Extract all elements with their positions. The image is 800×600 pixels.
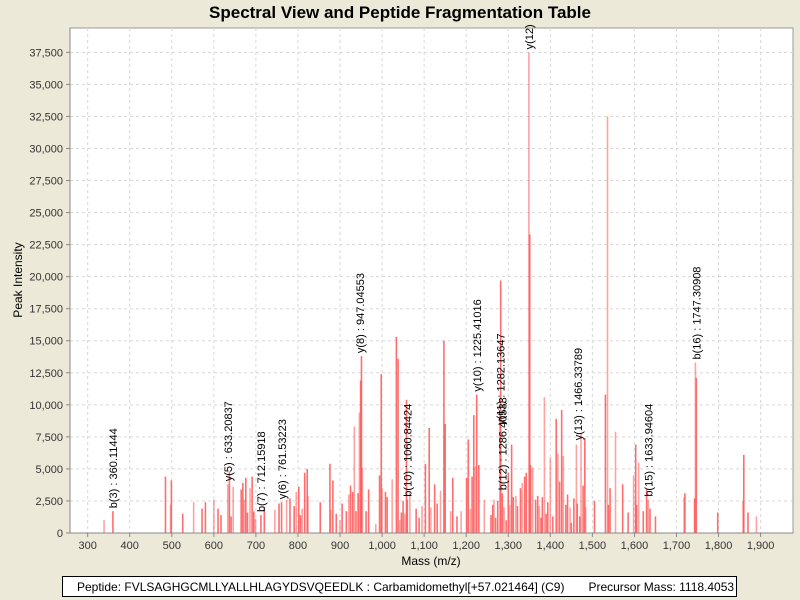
y-tick-label: 7,500 [35, 432, 63, 444]
y-tick-label: 35,000 [29, 79, 63, 91]
y-tick-label: 37,500 [29, 47, 63, 59]
x-axis-label: Mass (m/z) [401, 554, 460, 568]
plot-area [69, 27, 794, 534]
peak-annotation-label: y(11) : 1282.13647 [496, 333, 508, 425]
x-tick-label: 1,400 [537, 540, 565, 552]
y-tick-label: 20,000 [29, 272, 63, 284]
peak-bars [103, 52, 758, 533]
y-tick-label: 25,000 [29, 208, 63, 220]
peak-annotation-label: b(15) : 1633.94604 [644, 404, 656, 497]
peak-annotation-label: b(7) : 712.15918 [256, 431, 268, 512]
x-tick-label: 1,000 [368, 540, 396, 552]
grid-lines [70, 28, 793, 533]
x-tick-label: 1,900 [747, 540, 775, 552]
y-tick-label: 22,500 [29, 240, 63, 252]
peak-annotation-label: y(5) : 633.20837 [223, 401, 235, 481]
x-tick-label: 700 [247, 540, 265, 552]
precursor-mass-text: Precursor Mass: 1118.4053 [588, 579, 735, 594]
y-tick-label: 5,000 [35, 464, 63, 476]
x-tick-label: 400 [121, 540, 139, 552]
chart-title: Spectral View and Peptide Fragmentation … [209, 3, 591, 22]
spectrum-chart: b(3) : 360.11444 y(5) : 633.20837 b(7) : 7… [11, 24, 794, 568]
x-tick-label: 1,800 [705, 540, 733, 552]
peptide-info-box: Peptide: FVLSAGHGCMLLYALLHLAGYDSVQEEDLK … [62, 576, 737, 597]
peak-annotation-label: b(10) : 1060.84424 [403, 404, 415, 497]
peak-annotation-label: b(16) : 1747.30908 [691, 267, 703, 360]
peak-annotation-label: y(12) [524, 24, 536, 49]
y-tick-label: 30,000 [29, 143, 63, 155]
y-tick-label: 0 [57, 528, 63, 540]
y-tick-label: 15,000 [29, 336, 63, 348]
peak-annotation-label: y(8) : 947.04553 [355, 273, 367, 353]
x-axis-ticks: 300 400 500 600 700 800 900 1,000 1,100 1,200 1,30… [78, 533, 774, 552]
peak-annotation-label: b(12) : 1286.40533 [498, 397, 510, 490]
y-axis-label: Peak Intensity [11, 242, 25, 317]
y-axis-ticks: 0 2,500 5,000 7,500 10,000 12,500 15,000 17,500… [29, 47, 70, 540]
x-tick-label: 300 [78, 540, 96, 552]
y-tick-label: 32,500 [29, 111, 63, 123]
peak-annotation-label: y(13) : 1466.33789 [573, 348, 585, 440]
x-tick-label: 1,100 [410, 540, 438, 552]
y-tick-label: 2,500 [35, 496, 63, 508]
x-tick-label: 600 [205, 540, 223, 552]
x-tick-label: 800 [289, 540, 307, 552]
x-tick-label: 900 [331, 540, 349, 552]
y-tick-label: 12,500 [29, 368, 63, 380]
peptide-sequence-text: Peptide: FVLSAGHGCMLLYALLHLAGYDSVQEEDLK … [77, 579, 565, 594]
x-tick-label: 500 [163, 540, 181, 552]
y-tick-label: 10,000 [29, 400, 63, 412]
x-tick-label: 1,200 [452, 540, 480, 552]
y-tick-label: 17,500 [29, 304, 63, 316]
x-tick-label: 1,500 [579, 540, 607, 552]
peak-annotation-label: y(6) : 761.53223 [277, 419, 289, 499]
peak-annotation-label: b(3) : 360.11444 [108, 428, 120, 508]
x-tick-label: 1,700 [663, 540, 691, 552]
y-tick-label: 27,500 [29, 176, 63, 188]
peak-annotations: b(3) : 360.11444 y(5) : 633.20837 b(7) : 7… [108, 24, 703, 512]
x-tick-label: 1,300 [494, 540, 522, 552]
x-tick-label: 1,600 [621, 540, 649, 552]
peak-annotation-label: y(10) : 1225.41016 [472, 299, 484, 391]
